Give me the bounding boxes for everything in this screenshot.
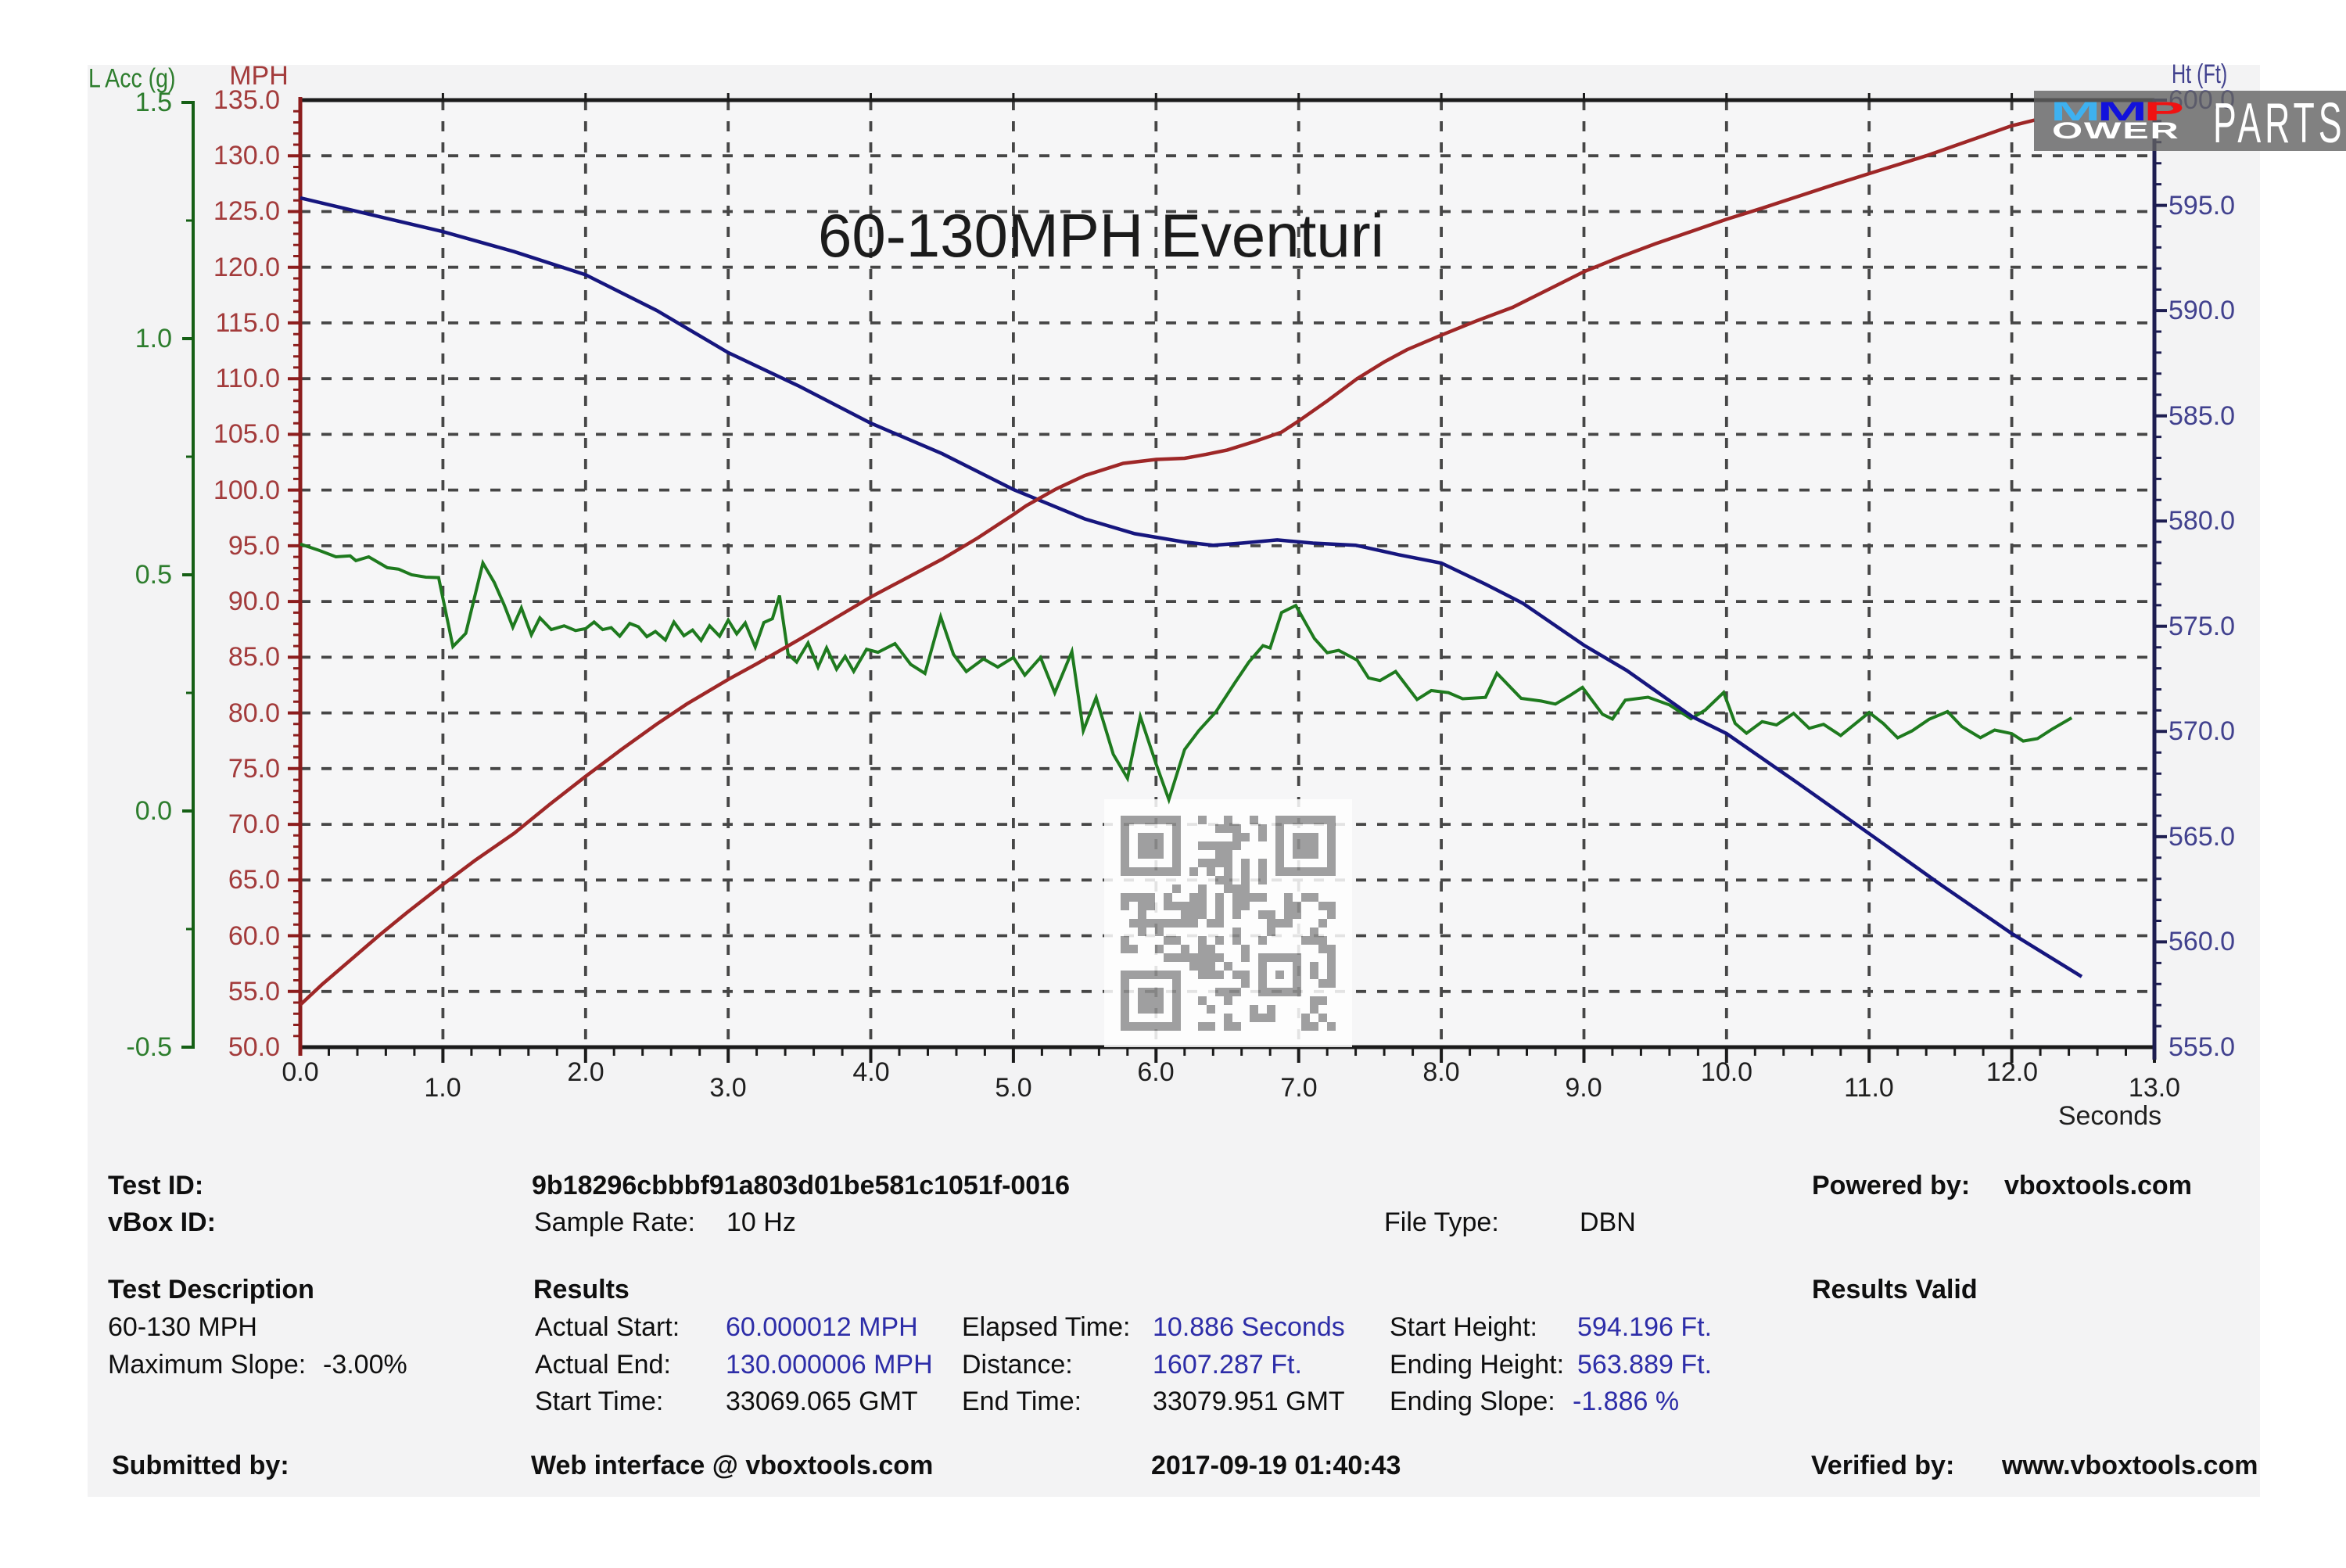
svg-text:Results Valid: Results Valid — [1812, 1275, 1978, 1304]
svg-text:130.000006 MPH: 130.000006 MPH — [726, 1350, 933, 1380]
svg-text:555.0: 555.0 — [2168, 1032, 2235, 1062]
svg-text:0.0: 0.0 — [135, 796, 172, 826]
svg-text:594.196 Ft.: 594.196 Ft. — [1577, 1312, 1712, 1342]
svg-text:End Time:: End Time: — [962, 1387, 1082, 1416]
svg-text:Test Description: Test Description — [108, 1275, 314, 1304]
svg-text:-0.5: -0.5 — [126, 1032, 172, 1062]
svg-text:70.0: 70.0 — [228, 809, 280, 839]
svg-text:2.0: 2.0 — [567, 1057, 604, 1087]
svg-text:Actual End:: Actual End: — [535, 1350, 671, 1380]
svg-text:75.0: 75.0 — [228, 754, 280, 784]
svg-text:120.0: 120.0 — [213, 253, 280, 282]
svg-text:135.0: 135.0 — [213, 85, 280, 115]
svg-text:L Acc (g): L Acc (g) — [88, 63, 176, 93]
svg-text:Web interface @ vboxtools.com: Web interface @ vboxtools.com — [531, 1451, 933, 1480]
svg-text:Elapsed Time:: Elapsed Time: — [962, 1312, 1130, 1342]
svg-text:Powered by:: Powered by: — [1812, 1171, 1970, 1200]
svg-text:3.0: 3.0 — [709, 1073, 746, 1103]
svg-text:95.0: 95.0 — [228, 531, 280, 561]
svg-text:Sample Rate:: Sample Rate: — [534, 1207, 695, 1237]
svg-text:Submitted by:: Submitted by: — [112, 1451, 289, 1480]
svg-text:6.0: 6.0 — [1137, 1057, 1174, 1087]
svg-text:130.0: 130.0 — [213, 141, 280, 170]
svg-text:-3.00%: -3.00% — [323, 1350, 407, 1380]
svg-text:9b18296cbbbf91a803d01be581c105: 9b18296cbbbf91a803d01be581c1051f-0016 — [532, 1171, 1070, 1200]
svg-text:9.0: 9.0 — [1565, 1073, 1602, 1103]
svg-text:MPH: MPH — [229, 61, 289, 91]
svg-text:8.0: 8.0 — [1422, 1057, 1459, 1087]
svg-text:1607.287 Ft.: 1607.287 Ft. — [1153, 1350, 1302, 1380]
svg-text:Ht (Ft): Ht (Ft) — [2172, 59, 2227, 89]
svg-text:Ending Height:: Ending Height: — [1390, 1350, 1564, 1380]
svg-text:DBN: DBN — [1580, 1207, 1636, 1237]
svg-text:www.vboxtools.com: www.vboxtools.com — [2001, 1451, 2258, 1480]
svg-text:110.0: 110.0 — [215, 364, 280, 393]
svg-text:560.0: 560.0 — [2168, 927, 2235, 956]
svg-text:33079.951 GMT: 33079.951 GMT — [1153, 1387, 1345, 1416]
svg-text:12.0: 12.0 — [1986, 1057, 2038, 1087]
svg-text:1.0: 1.0 — [424, 1073, 461, 1103]
svg-text:33069.065 GMT: 33069.065 GMT — [726, 1387, 918, 1416]
svg-text:10 Hz: 10 Hz — [726, 1207, 796, 1237]
svg-text:5.0: 5.0 — [995, 1073, 1031, 1103]
svg-text:575.0: 575.0 — [2168, 612, 2235, 641]
svg-text:Actual Start:: Actual Start: — [535, 1312, 680, 1342]
svg-text:90.0: 90.0 — [228, 587, 280, 616]
svg-text:Test ID:: Test ID: — [108, 1171, 203, 1200]
svg-text:Verified by:: Verified by: — [1811, 1451, 1954, 1480]
svg-text:Distance:: Distance: — [962, 1350, 1073, 1380]
svg-text:File Type:: File Type: — [1384, 1207, 1499, 1237]
svg-text:105.0: 105.0 — [213, 419, 280, 449]
svg-text:55.0: 55.0 — [228, 977, 280, 1006]
svg-text:563.889 Ft.: 563.889 Ft. — [1577, 1350, 1712, 1380]
svg-text:585.0: 585.0 — [2168, 401, 2235, 431]
svg-text:PARTS: PARTS — [2213, 91, 2345, 155]
svg-text:Start Height:: Start Height: — [1390, 1312, 1537, 1342]
svg-text:OWER: OWER — [2052, 117, 2180, 144]
svg-text:-1.886 %: -1.886 % — [1573, 1387, 1679, 1416]
svg-text:85.0: 85.0 — [228, 642, 280, 672]
svg-text:13.0: 13.0 — [2129, 1073, 2180, 1103]
svg-text:115.0: 115.0 — [215, 308, 280, 338]
svg-text:0.0: 0.0 — [282, 1057, 318, 1087]
svg-text:100.0: 100.0 — [213, 475, 280, 505]
svg-text:60.000012 MPH: 60.000012 MPH — [726, 1312, 918, 1342]
svg-text:565.0: 565.0 — [2168, 822, 2235, 852]
svg-text:Seconds: Seconds — [2058, 1101, 2161, 1131]
svg-text:80.0: 80.0 — [228, 698, 280, 728]
svg-text:595.0: 595.0 — [2168, 191, 2235, 221]
svg-text:1.5: 1.5 — [135, 88, 172, 117]
svg-text:11.0: 11.0 — [1844, 1073, 1894, 1103]
svg-text:4.0: 4.0 — [852, 1057, 889, 1087]
svg-text:1.0: 1.0 — [135, 324, 172, 353]
svg-text:Maximum Slope:: Maximum Slope: — [108, 1350, 306, 1380]
svg-text:60-130 MPH: 60-130 MPH — [108, 1312, 257, 1342]
svg-text:2017-09-19 01:40:43: 2017-09-19 01:40:43 — [1151, 1451, 1401, 1480]
svg-text:10.886 Seconds: 10.886 Seconds — [1153, 1312, 1345, 1342]
svg-text:10.0: 10.0 — [1701, 1057, 1752, 1087]
svg-text:0.5: 0.5 — [135, 560, 172, 590]
svg-text:580.0: 580.0 — [2168, 506, 2235, 536]
svg-text:Ending Slope:: Ending Slope: — [1390, 1387, 1555, 1416]
svg-text:570.0: 570.0 — [2168, 716, 2235, 746]
svg-text:vBox ID:: vBox ID: — [108, 1207, 216, 1237]
svg-text:60.0: 60.0 — [228, 921, 280, 951]
svg-text:50.0: 50.0 — [228, 1032, 280, 1062]
svg-text:vboxtools.com: vboxtools.com — [2004, 1171, 2192, 1200]
svg-text:7.0: 7.0 — [1280, 1073, 1317, 1103]
svg-text:60-130MPH Eventuri: 60-130MPH Eventuri — [818, 201, 1384, 270]
svg-text:125.0: 125.0 — [213, 196, 280, 226]
svg-text:MMP: MMP — [2050, 96, 2183, 126]
svg-text:Start Time:: Start Time: — [535, 1387, 663, 1416]
svg-text:65.0: 65.0 — [228, 865, 280, 895]
svg-text:590.0: 590.0 — [2168, 296, 2235, 325]
svg-text:Results: Results — [533, 1275, 630, 1304]
